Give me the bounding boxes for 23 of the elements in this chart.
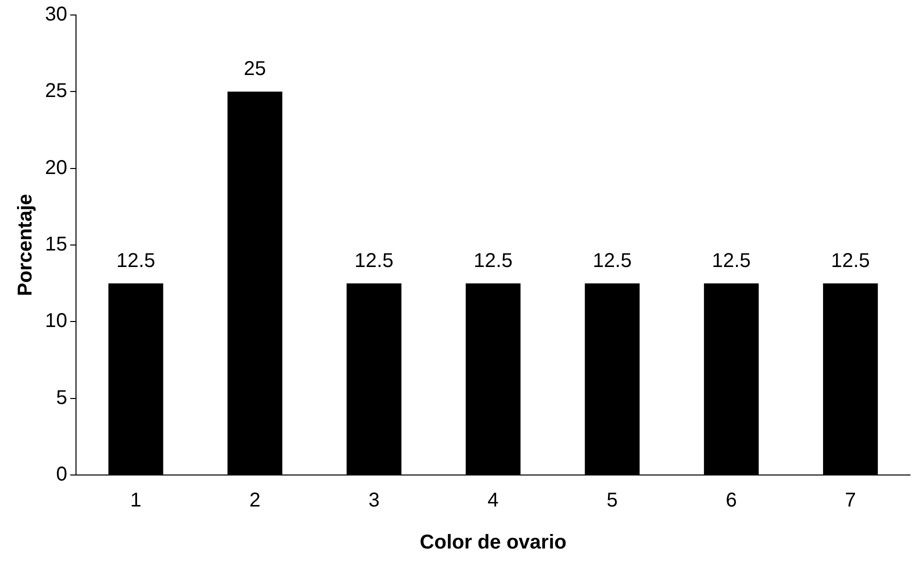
x-tick-label: 5	[606, 490, 618, 512]
y-tick-label: 0	[56, 464, 68, 486]
y-tick-label: 20	[44, 156, 68, 179]
x-tick-label: 3	[368, 490, 380, 512]
x-tick-label: 1	[130, 490, 142, 512]
x-tick-label: 2	[249, 490, 260, 512]
x-tick-label: 7	[844, 490, 856, 512]
x-tick-label: 4	[488, 490, 499, 512]
data-label: 12.5	[474, 250, 513, 272]
data-label: 12.5	[354, 250, 394, 272]
y-tick-label: 10	[44, 310, 68, 332]
data-label: 12.5	[830, 250, 870, 272]
y-tick-label: 5	[56, 386, 68, 409]
y-axis-title: Porcentaje	[14, 194, 37, 296]
y-tick-label: 25	[44, 80, 68, 102]
data-label: 12.5	[592, 250, 632, 272]
data-label: 12.5	[712, 250, 751, 272]
x-axis-title: Color de ovario	[420, 532, 566, 554]
data-label: 12.5	[116, 250, 156, 272]
y-tick-label: 15	[44, 234, 68, 256]
data-label: 25	[244, 58, 266, 80]
y-tick-label: 30	[44, 4, 68, 26]
x-tick-label: 6	[726, 490, 737, 512]
